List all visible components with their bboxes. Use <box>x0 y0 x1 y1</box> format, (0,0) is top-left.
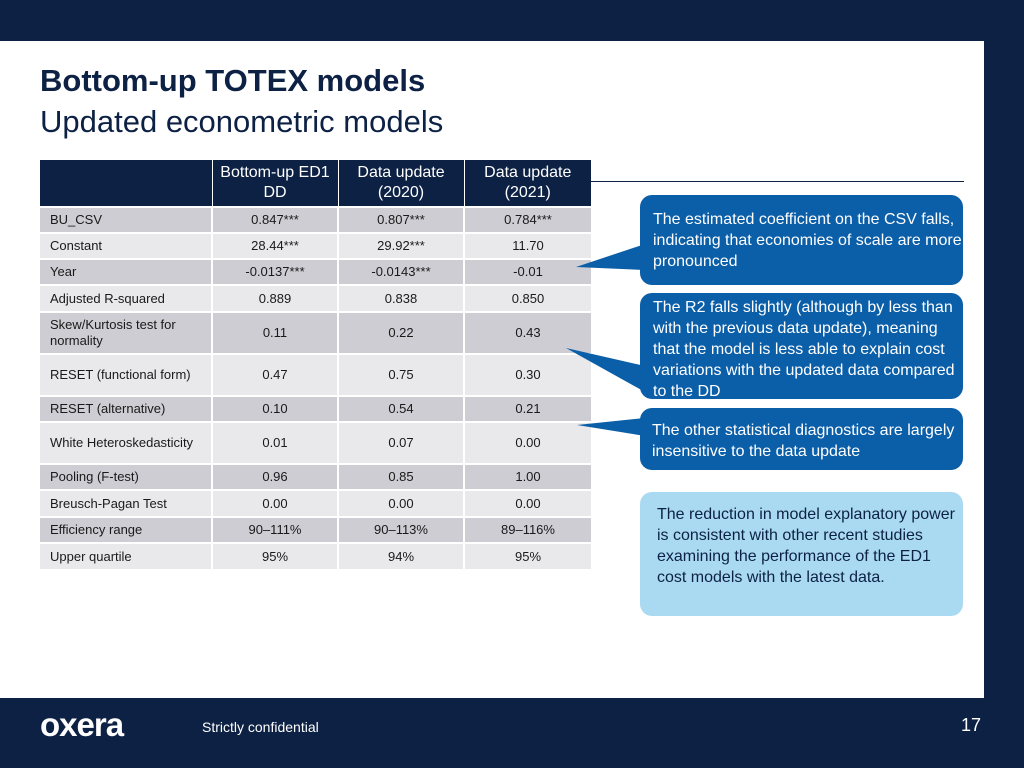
table-cell: 28.44*** <box>212 232 339 259</box>
table-cell: 0.850 <box>464 284 591 312</box>
table-cell: 0.784*** <box>464 206 591 233</box>
row-label: Skew/Kurtosis test for normality <box>40 311 213 354</box>
table-row: Pooling (F-test) 0.96 0.85 1.00 <box>40 463 591 490</box>
table-cell: 0.838 <box>338 284 465 312</box>
header-cell-bottom-up-ed1-dd: Bottom-up ED1 DD <box>212 160 339 207</box>
table-cell: 0.00 <box>464 489 591 517</box>
table-row: White Heteroskedasticity 0.01 0.07 0.00 <box>40 421 591 464</box>
row-label: BU_CSV <box>40 206 213 233</box>
table-cell: 0.00 <box>212 489 339 517</box>
table-cell: 90–111% <box>212 516 339 543</box>
confidentiality-label: Strictly confidential <box>202 719 319 735</box>
table-cell: 0.96 <box>212 463 339 490</box>
table-header-row: Bottom-up ED1 DD Data update (2020) Data… <box>40 160 591 207</box>
table-row: Adjusted R-squared 0.889 0.838 0.850 <box>40 284 591 312</box>
table-row: BU_CSV 0.847*** 0.807*** 0.784*** <box>40 206 591 233</box>
row-label: Upper quartile <box>40 542 213 569</box>
table-cell: 0.00 <box>464 421 591 464</box>
table-cell: 0.807*** <box>338 206 465 233</box>
page-number: 17 <box>961 715 982 735</box>
callout-diagnostics: The other statistical diagnostics are la… <box>640 408 963 470</box>
row-label: Efficiency range <box>40 516 213 543</box>
callout-explanatory-power: The reduction in model explanatory power… <box>640 492 963 616</box>
slide-title: Bottom-up TOTEX models <box>40 63 426 98</box>
table-cell: 0.07 <box>338 421 465 464</box>
row-label: Adjusted R-squared <box>40 284 213 312</box>
callout-r2: The R2 falls slightly (although by less … <box>640 293 963 400</box>
table-row: Breusch-Pagan Test 0.00 0.00 0.00 <box>40 489 591 517</box>
table-cell: 0.30 <box>464 353 591 396</box>
table-cell: 0.21 <box>464 395 591 422</box>
row-label: Pooling (F-test) <box>40 463 213 490</box>
table-cell: 95% <box>212 542 339 569</box>
row-label: RESET (functional form) <box>40 353 213 396</box>
table-row: Year -0.0137*** -0.0143*** -0.01 <box>40 258 591 285</box>
row-label: White Heteroskedasticity <box>40 421 213 464</box>
table-cell: 0.10 <box>212 395 339 422</box>
row-label: Year <box>40 258 213 285</box>
table-cell: -0.0137*** <box>212 258 339 285</box>
table-row: Upper quartile 95% 94% 95% <box>40 542 591 569</box>
table-cell: 0.85 <box>338 463 465 490</box>
table-row: RESET (functional form) 0.47 0.75 0.30 <box>40 353 591 396</box>
table-cell: 95% <box>464 542 591 569</box>
table-cell: 0.847*** <box>212 206 339 233</box>
table-cell: 0.11 <box>212 311 339 354</box>
oxera-logo: oxera <box>40 706 124 743</box>
header-cell-data-update-2020: Data update (2020) <box>338 160 465 207</box>
table-cell: 0.54 <box>338 395 465 422</box>
table-row: Efficiency range 90–111% 90–113% 89–116% <box>40 516 591 543</box>
table-cell: 0.22 <box>338 311 465 354</box>
footer: oxera Strictly confidential 17 <box>0 698 1024 768</box>
table-cell: 29.92*** <box>338 232 465 259</box>
header-cell-data-update-2021: Data update (2021) <box>464 160 591 207</box>
table-cell: 0.75 <box>338 353 465 396</box>
row-label: Constant <box>40 232 213 259</box>
table-row: Skew/Kurtosis test for normality 0.11 0.… <box>40 311 591 354</box>
table-cell: 0.00 <box>338 489 465 517</box>
slide-subtitle: Updated econometric models <box>40 104 444 139</box>
callout-csv-coefficient: The estimated coefficient on the CSV fal… <box>640 195 963 285</box>
table-cell: 94% <box>338 542 465 569</box>
row-label: Breusch-Pagan Test <box>40 489 213 517</box>
table-cell: 89–116% <box>464 516 591 543</box>
header-cell-blank <box>40 160 213 207</box>
table-cell: 90–113% <box>338 516 465 543</box>
results-table: Bottom-up ED1 DD Data update (2020) Data… <box>40 160 591 569</box>
table-row: RESET (alternative) 0.10 0.54 0.21 <box>40 395 591 422</box>
table-cell: -0.01 <box>464 258 591 285</box>
table-cell: 0.43 <box>464 311 591 354</box>
table-cell: 0.47 <box>212 353 339 396</box>
table-cell: 0.01 <box>212 421 339 464</box>
table-cell: 0.889 <box>212 284 339 312</box>
table-cell: 11.70 <box>464 232 591 259</box>
row-label: RESET (alternative) <box>40 395 213 422</box>
table-cell: -0.0143*** <box>338 258 465 285</box>
table-cell: 1.00 <box>464 463 591 490</box>
table-row: Constant 28.44*** 29.92*** 11.70 <box>40 232 591 259</box>
